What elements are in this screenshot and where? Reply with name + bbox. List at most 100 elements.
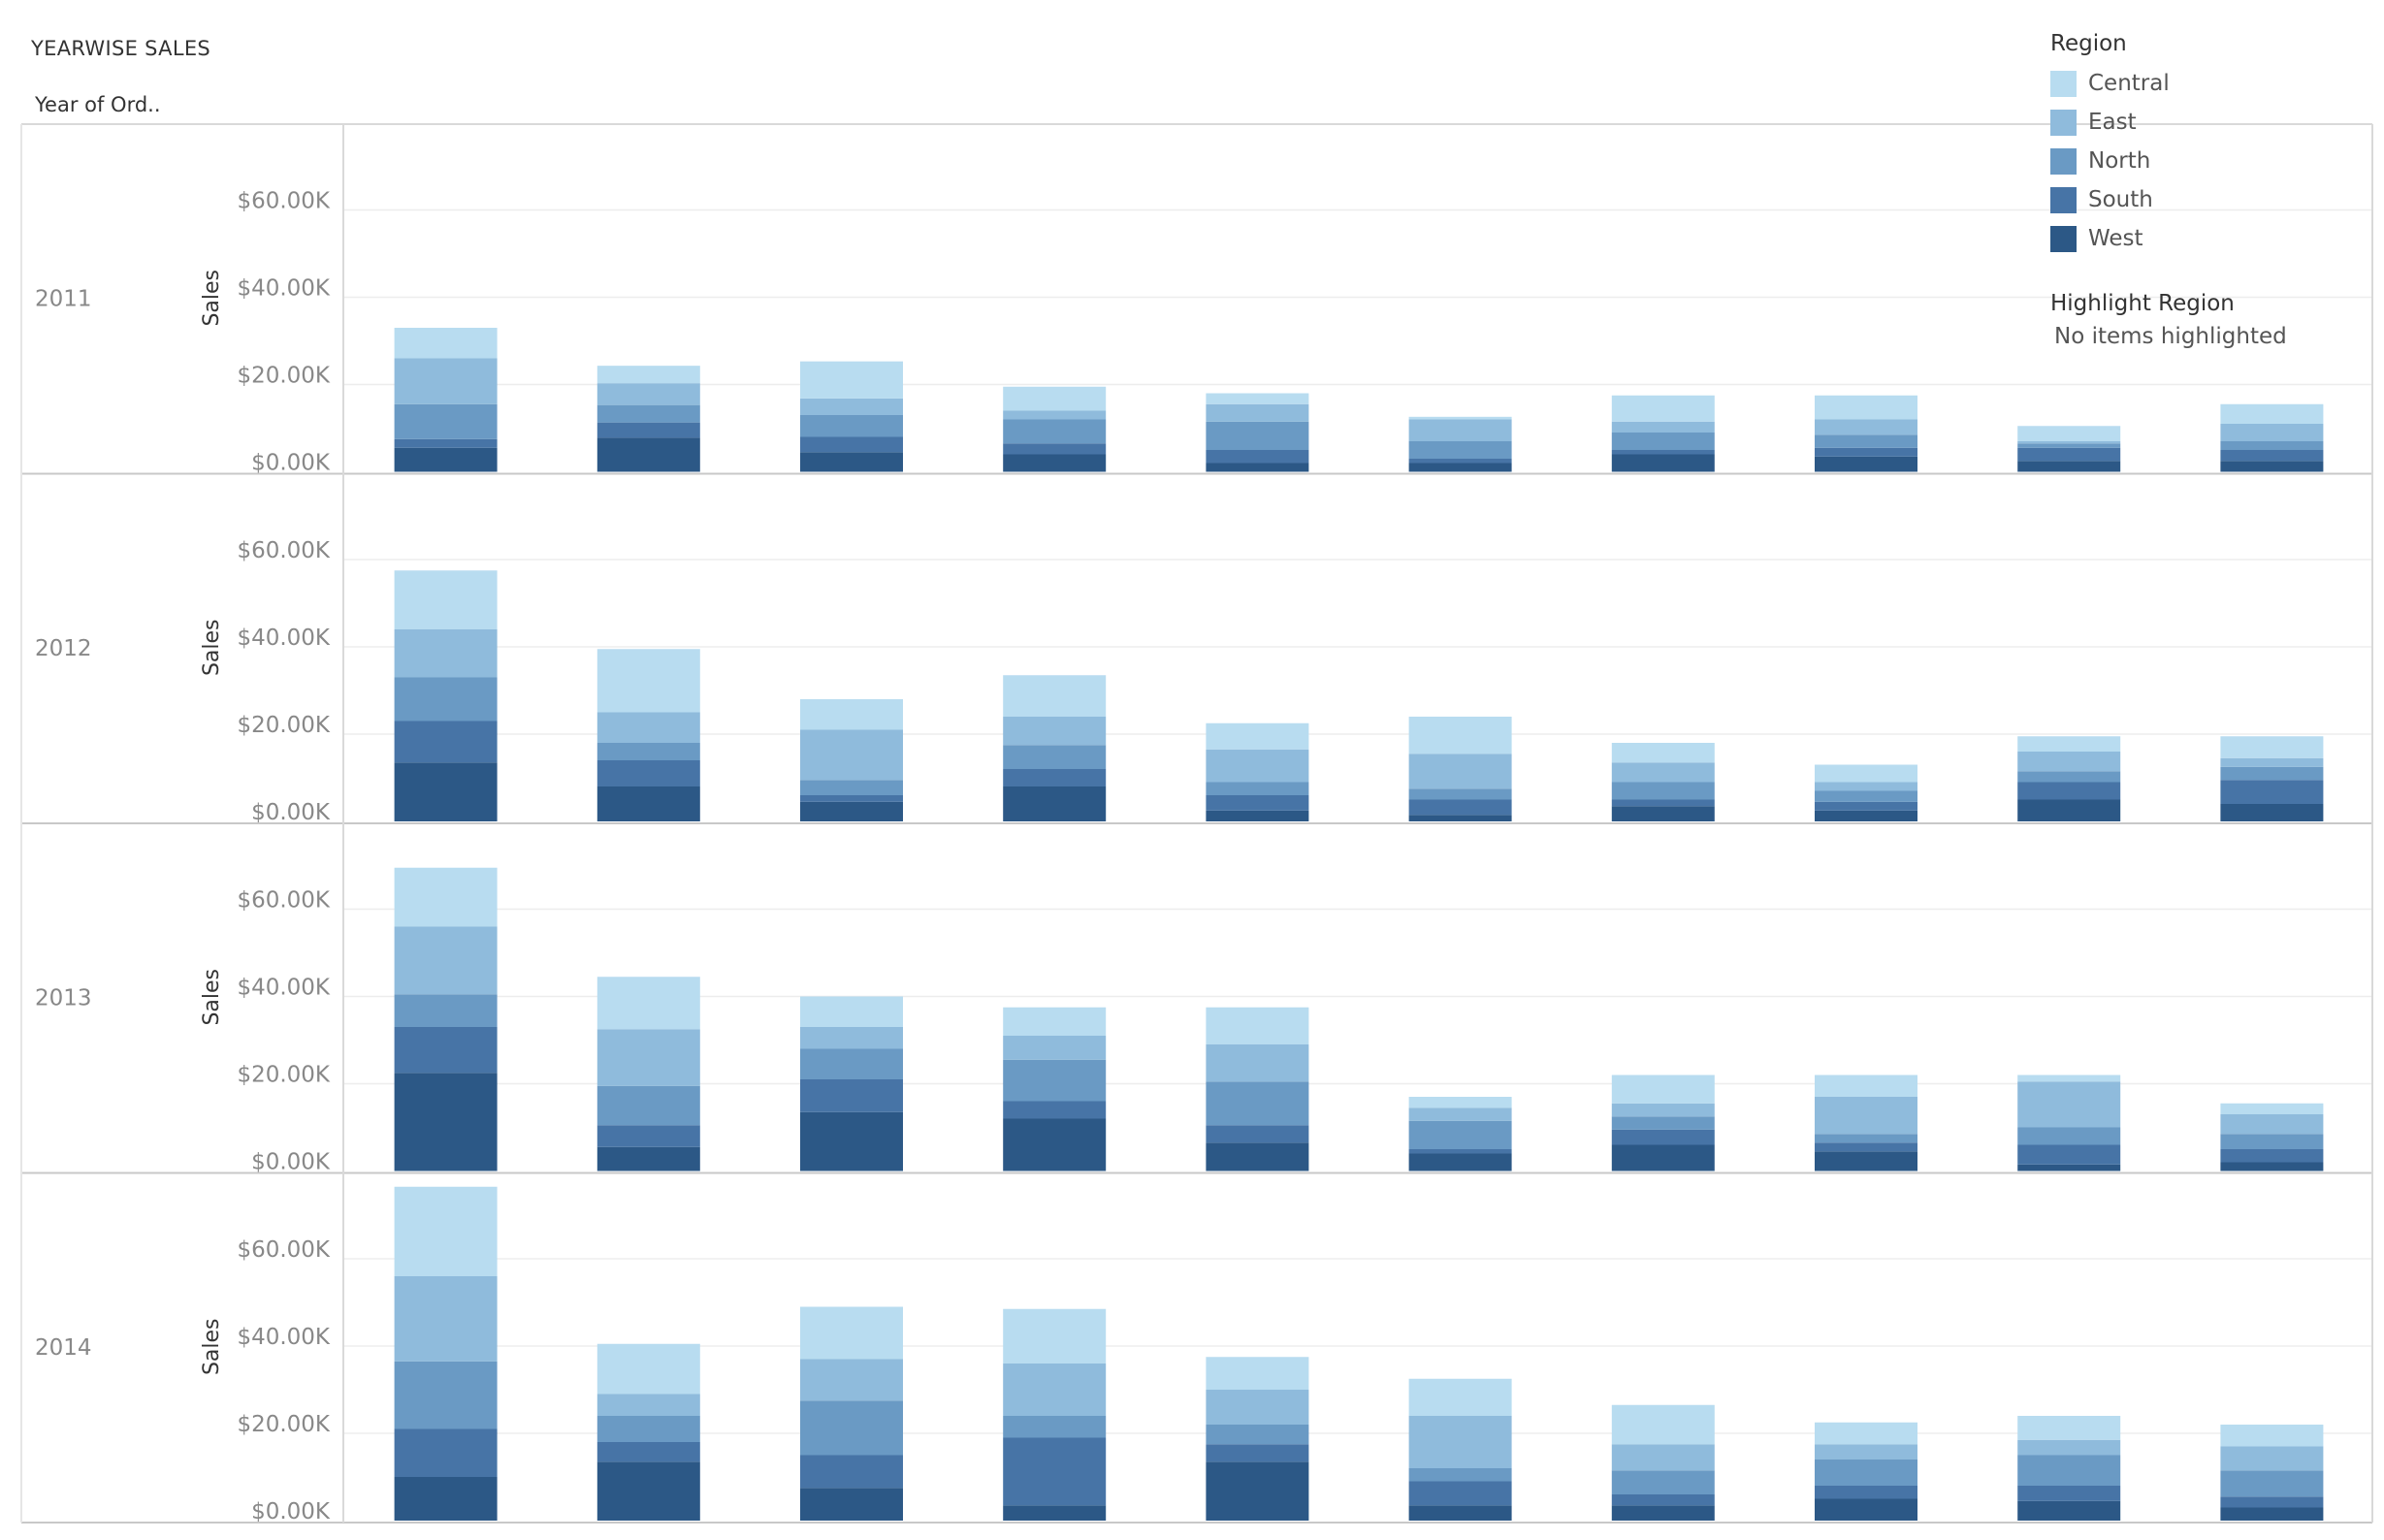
- legend-label: Central: [2088, 71, 2170, 96]
- bar-segment-central: [1611, 743, 1715, 763]
- bar-segment-west: [2220, 1507, 2324, 1521]
- bar-segment-east: [1003, 1364, 1107, 1416]
- bar-segment-north: [1815, 790, 1917, 802]
- legend-label: South: [2088, 187, 2153, 212]
- y-tick-label: $40.00K: [237, 976, 330, 1001]
- bar-segment-south: [596, 760, 700, 786]
- y-tick-label: $0.00K: [251, 800, 331, 825]
- bar-segment-east: [1003, 410, 1107, 420]
- bar-segment-west: [394, 762, 498, 821]
- bar-segment-central: [394, 570, 498, 629]
- bar-segment-north: [394, 403, 498, 439]
- bar-segment-east: [596, 1029, 700, 1086]
- bar-segment-north: [596, 1416, 700, 1442]
- bar-segment-east: [394, 629, 498, 678]
- bar-segment-central: [394, 1186, 498, 1276]
- bar-segment-south: [1003, 1101, 1107, 1119]
- bar-segment-west: [596, 1461, 700, 1521]
- year-label: 2014: [35, 1335, 92, 1361]
- legend-swatch: [2050, 225, 2077, 252]
- bar-segment-central: [1206, 393, 1309, 404]
- bar-segment-west: [394, 1477, 498, 1521]
- bar-segment-north: [1815, 434, 1917, 448]
- year-label: 2011: [35, 286, 92, 311]
- bar-segment-east: [394, 1276, 498, 1362]
- bar-segment-west: [1815, 456, 1917, 472]
- legend-item-west[interactable]: West: [2050, 219, 2380, 258]
- bar-segment-west: [2017, 1164, 2121, 1171]
- y-axis-title: Sales: [200, 270, 224, 327]
- bar-segment-central: [1206, 722, 1309, 750]
- legend-item-north[interactable]: North: [2050, 142, 2380, 180]
- bar-segment-central: [2220, 1103, 2324, 1114]
- bar-segment-north: [1003, 419, 1107, 444]
- bar-segment-north: [596, 404, 700, 423]
- bar-segment-south: [394, 438, 498, 448]
- bar-segment-central: [1815, 395, 1917, 420]
- bar-segment-south: [1003, 443, 1107, 455]
- bar-segment-central: [1815, 764, 1917, 783]
- bar-segment-north: [1611, 782, 1715, 800]
- bar-segment-west: [800, 801, 903, 821]
- bar-segment-central: [2220, 1425, 2324, 1447]
- bar-segment-west: [596, 437, 700, 472]
- bar-segment-north: [1611, 1470, 1715, 1494]
- y-tick-label: $40.00K: [237, 1325, 330, 1350]
- bar-segment-central: [1408, 717, 1512, 754]
- bar-segment-south: [1408, 1149, 1512, 1154]
- bar-segment-east: [1815, 1097, 1917, 1135]
- bar-segment-north: [1003, 1059, 1107, 1102]
- bar-segment-central: [1611, 1075, 1715, 1104]
- legend-item-south[interactable]: South: [2050, 180, 2380, 219]
- bar-segment-south: [394, 721, 498, 763]
- bar-segment-central: [596, 1343, 700, 1395]
- bar-segment-south: [2017, 447, 2121, 462]
- bar-segment-west: [1815, 1151, 1917, 1171]
- bar-segment-central: [2220, 403, 2324, 424]
- bar-segment-south: [1408, 459, 1512, 464]
- y-axis-title: Sales: [200, 1318, 224, 1375]
- bar-segment-west: [394, 1073, 498, 1171]
- legend-swatch: [2050, 70, 2077, 97]
- bar-segment-east: [596, 1394, 700, 1416]
- bar-segment-west: [394, 447, 498, 472]
- bar-segment-east: [1003, 1036, 1107, 1060]
- y-tick-label: $40.00K: [237, 276, 330, 302]
- bar-segment-west: [1408, 815, 1512, 821]
- bar-segment-south: [800, 1455, 903, 1489]
- bar-segment-west: [800, 452, 903, 472]
- bar-segment-east: [1408, 754, 1512, 789]
- bar-segment-west: [1206, 1142, 1309, 1171]
- bar-segment-west: [2220, 1162, 2324, 1171]
- bar-segment-central: [800, 699, 903, 730]
- bar-segment-east: [1815, 1444, 1917, 1460]
- legend-item-central[interactable]: Central: [2050, 64, 2380, 103]
- bar-segment-south: [394, 1428, 498, 1477]
- bar-segment-north: [1408, 788, 1512, 800]
- bar-segment-east: [2017, 441, 2121, 444]
- bar-segment-east: [2017, 1081, 2121, 1128]
- bar-segment-central: [800, 361, 903, 399]
- bar-segment-central: [1408, 1378, 1512, 1416]
- bar-segment-west: [2220, 804, 2324, 821]
- bar-segment-east: [800, 398, 903, 415]
- bar-segment-east: [1815, 782, 1917, 791]
- row-header-year[interactable]: Year of Ord..: [35, 93, 161, 116]
- y-tick-label: $20.00K: [237, 1063, 330, 1088]
- bar-segment-east: [1206, 1044, 1309, 1082]
- bar-segment-north: [1408, 1120, 1512, 1149]
- bar-segment-west: [1003, 1505, 1107, 1521]
- bar-segment-east: [1206, 1390, 1309, 1425]
- bar-segment-east: [1815, 419, 1917, 435]
- bar-segment-west: [1408, 1153, 1512, 1171]
- y-axis-title: Sales: [200, 969, 224, 1026]
- bar-segment-north: [1003, 1416, 1107, 1438]
- bar-segment-north: [1206, 1081, 1309, 1126]
- bar-segment-west: [596, 786, 700, 821]
- bar-segment-east: [1003, 717, 1107, 746]
- highlight-selector[interactable]: No items highlighted: [2054, 324, 2287, 349]
- legend-item-east[interactable]: East: [2050, 103, 2380, 142]
- bar-segment-north: [394, 677, 498, 722]
- bar-segment-east: [2220, 757, 2324, 767]
- year-label: 2013: [35, 985, 92, 1011]
